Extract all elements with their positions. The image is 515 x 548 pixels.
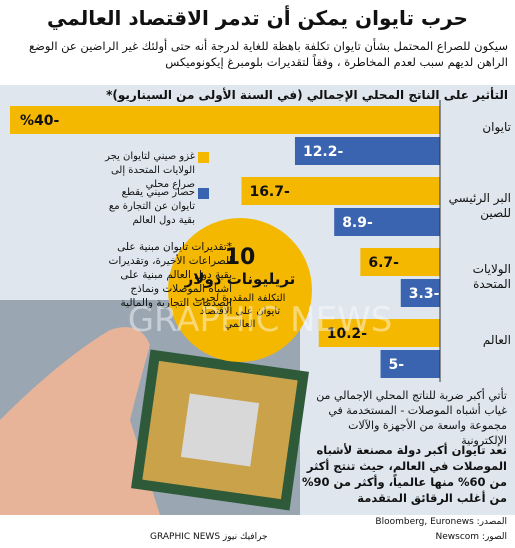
bar	[380, 350, 440, 378]
callout-unit: تريليونات دولار	[184, 270, 296, 288]
bar	[334, 208, 440, 236]
photo	[0, 327, 309, 515]
category-label: تايوان	[482, 120, 511, 134]
footnote: *تقديرات تايوان مبنية على الصراعات الأخي…	[108, 241, 232, 309]
bar	[318, 319, 440, 347]
credit: الصور: Newscom	[435, 532, 507, 542]
legend-label: غزو صيني لتايوان يجر الولايات المتحدة إل…	[105, 151, 195, 190]
callout-circle	[168, 218, 312, 362]
brand: GRAPHIC NEWS جرافيك نيوز	[150, 532, 268, 542]
bar	[360, 248, 440, 276]
value-label: 5-	[389, 357, 405, 373]
value-label: 16.7-	[249, 184, 290, 200]
value-label: 10.2-	[327, 326, 368, 342]
value-label: 8.9-	[342, 215, 373, 231]
legend-label: حصار صيني يقطع تايوان عن التجارة مع بقية…	[108, 187, 195, 226]
callout-text: التكلفة المقدرة لحرب تايوان على الاقتصاد…	[194, 293, 286, 330]
watermark: GRAPHIC NEWS	[127, 300, 393, 340]
legend-swatch	[198, 188, 209, 199]
subtitle: سيكون للصراع المحتمل بشأن تايوان تكلفة ب…	[28, 39, 508, 69]
value-label: 3.3-	[409, 286, 440, 302]
note: تأتي أكبر ضربة للناتج المحلي الإجمالي من…	[316, 389, 507, 447]
bar	[10, 106, 440, 134]
category-label: الولايات المتحدة	[472, 262, 511, 291]
bar	[294, 137, 440, 165]
bars	[10, 106, 440, 378]
bar	[241, 177, 440, 205]
title: حرب تايوان يمكن أن تدمر الاقتصاد العالمي	[47, 6, 468, 30]
value-label: 12.2-	[303, 144, 344, 160]
legend-swatch	[198, 152, 209, 163]
chart-title: التأثير على الناتج المحلي الإجمالي (في ا…	[106, 88, 508, 102]
category-label: البر الرئيسي للصين	[448, 191, 511, 220]
note: تعد تايوان أكبر دولة مصنعة لأشباه الموصل…	[302, 443, 507, 505]
source: المصدر: Bloomberg, Euronews	[375, 517, 507, 527]
callout-value: 10	[224, 245, 256, 270]
value-label: 6.7-	[368, 255, 399, 271]
bar	[400, 279, 440, 307]
value-label: %40-	[20, 113, 60, 129]
category-label: العالم	[482, 333, 511, 347]
